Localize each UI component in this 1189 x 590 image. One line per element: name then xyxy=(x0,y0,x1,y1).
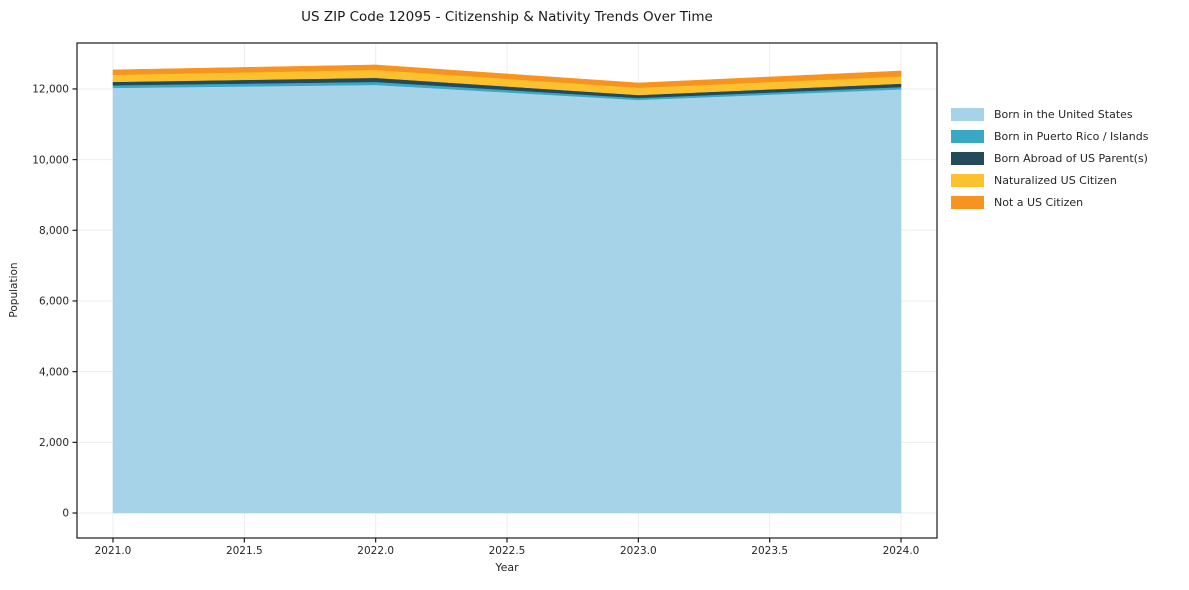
legend-color-swatch xyxy=(951,195,984,209)
legend: Born in the United States Born in Puerto … xyxy=(951,103,1148,213)
legend-label: Born in the United States xyxy=(994,107,1133,121)
legend-item: Born in Puerto Rico / Islands xyxy=(951,125,1148,147)
legend-item: Born in the United States xyxy=(951,103,1148,125)
area-series-0 xyxy=(112,84,902,514)
y-tick-label: 2,000 xyxy=(39,437,69,449)
legend-label: Naturalized US Citizen xyxy=(994,173,1117,187)
x-axis-label: Year xyxy=(495,561,519,574)
x-tick-label: 2022.5 xyxy=(489,545,526,557)
legend-item: Not a US Citizen xyxy=(951,191,1148,213)
y-tick-label: 8,000 xyxy=(39,225,69,237)
y-tick-label: 10,000 xyxy=(32,154,69,166)
y-tick-label: 6,000 xyxy=(39,296,69,308)
y-tick-label: 0 xyxy=(62,508,69,520)
x-tick-label: 2024.0 xyxy=(883,545,920,557)
legend-color-swatch xyxy=(951,173,984,187)
legend-label: Born Abroad of US Parent(s) xyxy=(994,151,1148,165)
legend-color-swatch xyxy=(951,151,984,165)
x-tick-label: 2023.0 xyxy=(620,545,657,557)
legend-label: Not a US Citizen xyxy=(994,195,1084,209)
legend-item: Naturalized US Citizen xyxy=(951,169,1148,191)
legend-item: Born Abroad of US Parent(s) xyxy=(951,147,1148,169)
x-tick-label: 2021.5 xyxy=(226,545,263,557)
legend-label: Born in Puerto Rico / Islands xyxy=(994,129,1149,143)
y-tick-label: 4,000 xyxy=(39,366,69,378)
area-series-4 xyxy=(112,64,902,88)
legend-color-swatch xyxy=(951,107,984,121)
x-tick-label: 2021.0 xyxy=(95,545,132,557)
x-tick-label: 2023.5 xyxy=(751,545,788,557)
chart-title: US ZIP Code 12095 - Citizenship & Nativi… xyxy=(301,9,713,25)
y-axis-label: Population xyxy=(8,262,20,318)
legend-color-swatch xyxy=(951,129,984,143)
x-tick-label: 2022.0 xyxy=(357,545,394,557)
y-tick-label: 12,000 xyxy=(32,84,69,96)
